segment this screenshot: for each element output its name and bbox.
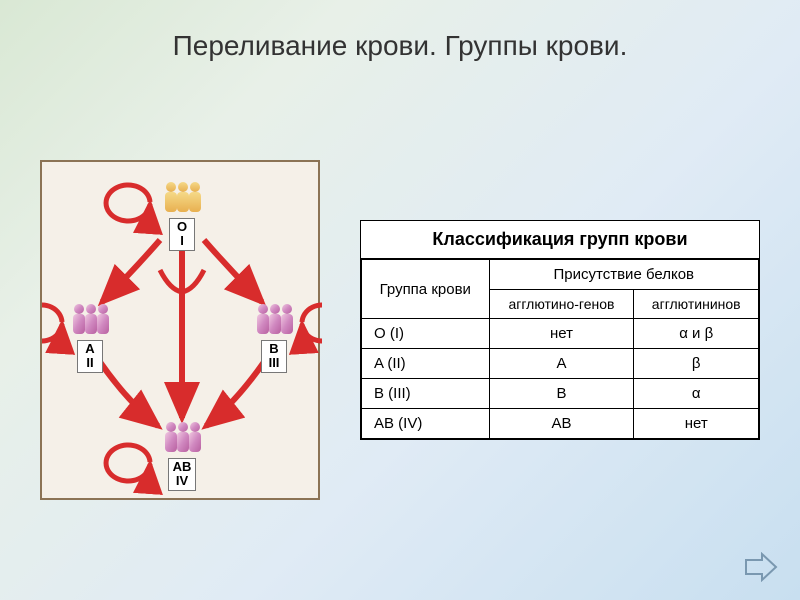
blood-table: Группа крови Присутствие белков агглютин… <box>361 259 759 439</box>
letter: A <box>85 341 94 356</box>
cell-anin: β <box>634 349 759 379</box>
node-ab-label: AB IV <box>168 458 197 491</box>
roman: IV <box>176 473 188 488</box>
transfusion-diagram: O I A II <box>40 160 320 500</box>
letter: B <box>269 341 278 356</box>
roman: II <box>86 355 93 370</box>
node-o-label: O I <box>169 218 195 251</box>
table-title: Классификация групп крови <box>361 221 759 259</box>
col-group-header: Группа крови <box>362 260 490 319</box>
page-title: Переливание крови. Группы крови. <box>0 30 800 62</box>
node-a-label: A II <box>77 340 103 373</box>
cell-anin: α <box>634 379 759 409</box>
roman: III <box>269 355 280 370</box>
people-icon <box>249 302 299 338</box>
node-o: O I <box>152 180 212 251</box>
cell-group: A (II) <box>362 349 490 379</box>
people-icon <box>157 180 207 216</box>
cell-group: O (I) <box>362 319 490 349</box>
cell-anin: α и β <box>634 319 759 349</box>
cell-agen: AB <box>489 409 634 439</box>
sub-agglutinin: агглютининов <box>634 290 759 319</box>
next-arrow-icon[interactable] <box>744 552 778 582</box>
table-row: A (II) A β <box>362 349 759 379</box>
node-a: A II <box>60 302 120 373</box>
cell-anin: нет <box>634 409 759 439</box>
letter: O <box>177 219 187 234</box>
table-row: AB (IV) AB нет <box>362 409 759 439</box>
cell-group: B (III) <box>362 379 490 409</box>
node-b-label: B III <box>261 340 287 373</box>
letter: AB <box>173 459 192 474</box>
sub-agglutinogen: агглютино-генов <box>489 290 634 319</box>
node-ab: AB IV <box>152 420 212 491</box>
table-row: O (I) нет α и β <box>362 319 759 349</box>
node-b: B III <box>244 302 304 373</box>
cell-agen: B <box>489 379 634 409</box>
people-icon <box>157 420 207 456</box>
table-row: B (III) B α <box>362 379 759 409</box>
classification-table: Классификация групп крови Группа крови П… <box>360 220 760 440</box>
content-area: O I A II <box>40 120 760 540</box>
cell-agen: нет <box>489 319 634 349</box>
cell-agen: A <box>489 349 634 379</box>
cell-group: AB (IV) <box>362 409 490 439</box>
roman: I <box>180 233 184 248</box>
people-icon <box>65 302 115 338</box>
col-proteins-header: Присутствие белков <box>489 260 758 290</box>
